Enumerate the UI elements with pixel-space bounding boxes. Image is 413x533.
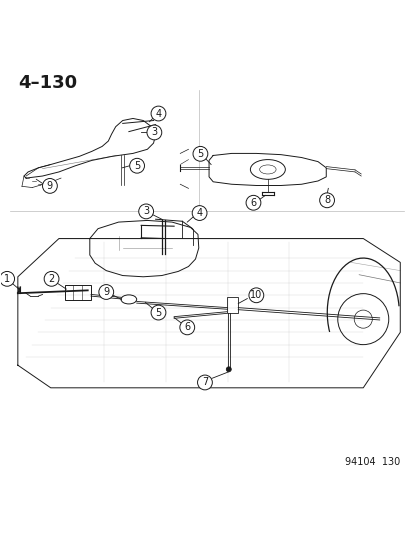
Circle shape (151, 106, 166, 121)
Circle shape (248, 288, 263, 303)
Text: 10: 10 (249, 290, 262, 300)
Text: 1: 1 (4, 274, 10, 284)
Circle shape (0, 271, 14, 286)
Circle shape (44, 271, 59, 286)
Text: 4: 4 (196, 208, 202, 218)
Text: 6: 6 (184, 322, 190, 333)
Circle shape (151, 305, 166, 320)
Text: 4–130: 4–130 (18, 74, 77, 92)
Text: 7: 7 (201, 377, 208, 387)
Circle shape (226, 367, 231, 372)
Circle shape (192, 147, 207, 161)
Circle shape (43, 179, 57, 193)
Text: 8: 8 (323, 195, 329, 205)
Text: 3: 3 (143, 206, 149, 216)
Circle shape (129, 158, 144, 173)
Circle shape (147, 125, 161, 140)
Circle shape (192, 206, 206, 221)
Text: 3: 3 (151, 127, 157, 138)
Circle shape (319, 193, 334, 208)
Text: 2: 2 (48, 274, 55, 284)
Text: 6: 6 (250, 198, 256, 208)
Text: 4: 4 (155, 109, 161, 118)
Text: 94104  130: 94104 130 (344, 457, 399, 467)
Text: 9: 9 (47, 181, 53, 191)
Text: 5: 5 (155, 308, 161, 318)
Text: 9: 9 (103, 287, 109, 297)
Circle shape (99, 285, 114, 300)
Circle shape (197, 375, 212, 390)
Circle shape (138, 204, 153, 219)
Text: 5: 5 (134, 161, 140, 171)
Text: 5: 5 (197, 149, 203, 159)
Circle shape (179, 320, 194, 335)
Circle shape (245, 196, 260, 210)
